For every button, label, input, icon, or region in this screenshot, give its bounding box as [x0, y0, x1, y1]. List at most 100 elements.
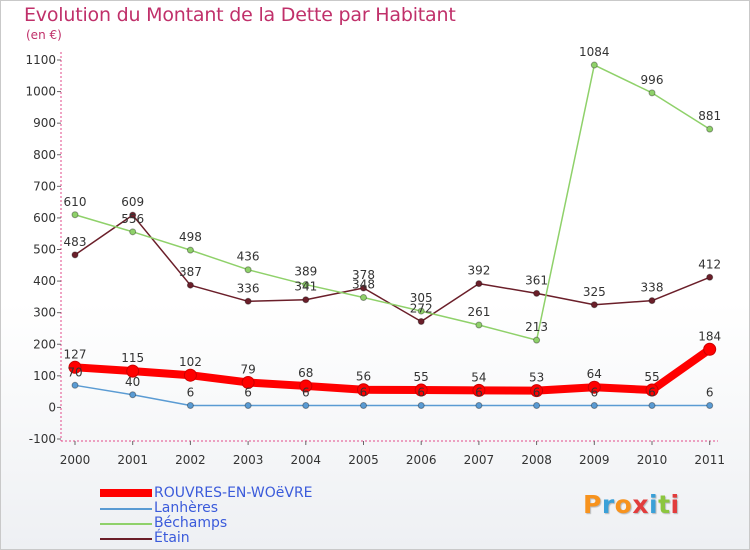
data-label: 387	[179, 265, 202, 279]
legend-label: Lanhères	[154, 500, 219, 516]
data-label: 53	[529, 371, 544, 385]
data-point	[417, 402, 425, 410]
data-point	[475, 402, 483, 410]
x-tick-label: 2003	[233, 453, 264, 467]
data-point	[533, 336, 541, 344]
y-tick-label: 100	[33, 369, 56, 383]
data-label: 378	[352, 268, 375, 282]
data-label: 325	[583, 285, 606, 299]
data-label: 54	[471, 370, 486, 384]
legend-item: Étain	[100, 531, 360, 547]
data-label: 361	[525, 273, 548, 287]
data-point	[703, 342, 717, 356]
data-label: 261	[467, 305, 490, 319]
data-label: 348	[352, 278, 375, 292]
data-label: 6	[187, 386, 195, 400]
data-label: 68	[298, 366, 313, 380]
data-point	[186, 402, 194, 410]
data-label: 610	[64, 195, 87, 209]
data-point	[414, 383, 428, 397]
chart-unit: (en €)	[26, 28, 62, 42]
data-label: 40	[125, 375, 140, 389]
x-tick-label: 2009	[579, 453, 610, 467]
x-tick-label: 2005	[348, 453, 379, 467]
data-label: 412	[698, 257, 721, 271]
y-tick-label: 200	[33, 337, 56, 351]
data-point	[360, 284, 367, 292]
data-point	[590, 301, 598, 309]
data-point	[186, 246, 194, 254]
data-point	[357, 383, 370, 397]
data-label: 70	[67, 365, 82, 379]
data-point	[71, 381, 79, 389]
legend-label: ROUVRES-EN-WOëVRE	[154, 485, 313, 501]
data-label: 556	[121, 212, 144, 226]
data-point	[472, 383, 486, 397]
data-point	[302, 402, 310, 410]
data-label: 389	[294, 265, 317, 279]
y-tick-label: 1000	[25, 85, 56, 99]
data-label: 127	[64, 347, 87, 361]
legend-swatch	[100, 508, 152, 510]
legend-label: Béchamps	[154, 515, 228, 531]
data-point	[587, 380, 601, 394]
data-point	[648, 89, 656, 97]
data-label: 6	[533, 386, 541, 400]
data-point	[590, 402, 598, 410]
data-label: 341	[294, 280, 317, 294]
data-point	[129, 391, 137, 399]
data-label: 6	[706, 386, 714, 400]
data-label: 115	[121, 351, 144, 365]
data-point	[360, 294, 367, 302]
data-point	[244, 297, 252, 305]
data-point	[533, 402, 541, 410]
data-label: 483	[64, 235, 87, 249]
x-tick-label: 2010	[637, 453, 668, 467]
data-label: 213	[525, 320, 548, 334]
x-tick-label: 2004	[291, 453, 322, 467]
legend-swatch	[100, 538, 152, 540]
y-tick-label: 0	[48, 400, 56, 414]
y-tick-label: 600	[33, 211, 56, 225]
series-line-2	[74, 384, 711, 407]
data-point	[71, 211, 79, 219]
y-tick-label: 500	[33, 243, 56, 257]
y-tick-label: 900	[33, 116, 56, 130]
x-tick-label: 2001	[117, 453, 148, 467]
data-label: 6	[360, 386, 368, 400]
series-line-1	[74, 64, 711, 341]
data-label: 6	[244, 386, 252, 400]
y-tick-label: 400	[33, 274, 56, 288]
data-label: 102	[179, 355, 202, 369]
y-tick-label: -100	[29, 432, 56, 446]
data-label: 1084	[579, 45, 610, 59]
data-label: 6	[648, 386, 656, 400]
x-tick-label: 2006	[406, 453, 437, 467]
data-label: 184	[698, 329, 721, 343]
data-point	[302, 296, 310, 304]
x-tick-label: 2002	[175, 453, 206, 467]
data-label: 305	[410, 291, 433, 305]
data-point	[302, 281, 310, 289]
data-label: 6	[590, 386, 598, 400]
data-point	[68, 360, 82, 374]
y-tick-label: 300	[33, 306, 56, 320]
data-point	[71, 251, 79, 259]
data-label: 392	[467, 264, 490, 278]
data-label: 609	[121, 195, 144, 209]
x-tick-label: 2011	[694, 453, 725, 467]
data-label: 6	[417, 386, 425, 400]
data-point	[475, 280, 483, 288]
data-point	[183, 368, 197, 382]
data-label: 498	[179, 230, 202, 244]
data-point	[648, 297, 656, 305]
legend-item: ROUVRES-EN-WOëVRE	[100, 486, 360, 502]
data-label: 79	[240, 362, 255, 376]
data-point	[645, 383, 659, 397]
data-label: 272	[410, 302, 433, 316]
data-label: 6	[302, 386, 310, 400]
proxiti-logo: Proxiti	[583, 490, 680, 519]
data-point	[530, 384, 544, 398]
